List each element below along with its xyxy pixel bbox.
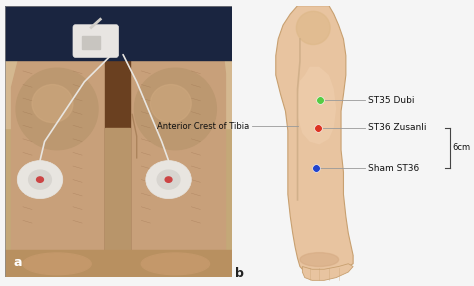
- Ellipse shape: [23, 253, 91, 275]
- Bar: [105, 128, 130, 277]
- Text: Anterior Crest of Tibia: Anterior Crest of Tibia: [157, 122, 249, 131]
- Polygon shape: [11, 22, 105, 277]
- Ellipse shape: [16, 68, 98, 150]
- Polygon shape: [130, 17, 226, 277]
- Text: ST36 Zusanli: ST36 Zusanli: [368, 123, 426, 132]
- Bar: [82, 35, 100, 49]
- Ellipse shape: [28, 170, 51, 189]
- Ellipse shape: [135, 68, 216, 150]
- Ellipse shape: [300, 253, 338, 267]
- Ellipse shape: [150, 84, 191, 122]
- Ellipse shape: [141, 253, 210, 275]
- FancyBboxPatch shape: [73, 25, 118, 57]
- Polygon shape: [276, 6, 353, 275]
- Bar: [5, 6, 232, 128]
- Ellipse shape: [146, 161, 191, 198]
- Text: ST35 Dubi: ST35 Dubi: [368, 96, 414, 105]
- Ellipse shape: [157, 170, 180, 189]
- Ellipse shape: [32, 84, 73, 122]
- Polygon shape: [298, 67, 336, 144]
- Polygon shape: [302, 264, 353, 280]
- Text: Sham ST36: Sham ST36: [368, 164, 419, 172]
- Text: b: b: [235, 267, 244, 280]
- Ellipse shape: [296, 11, 330, 45]
- Bar: [105, 6, 130, 277]
- Text: a: a: [14, 256, 22, 269]
- Ellipse shape: [17, 161, 63, 198]
- Ellipse shape: [36, 177, 44, 182]
- Text: 6cm: 6cm: [452, 143, 470, 152]
- Bar: [5, 250, 232, 277]
- Ellipse shape: [165, 177, 172, 182]
- Bar: [5, 6, 232, 60]
